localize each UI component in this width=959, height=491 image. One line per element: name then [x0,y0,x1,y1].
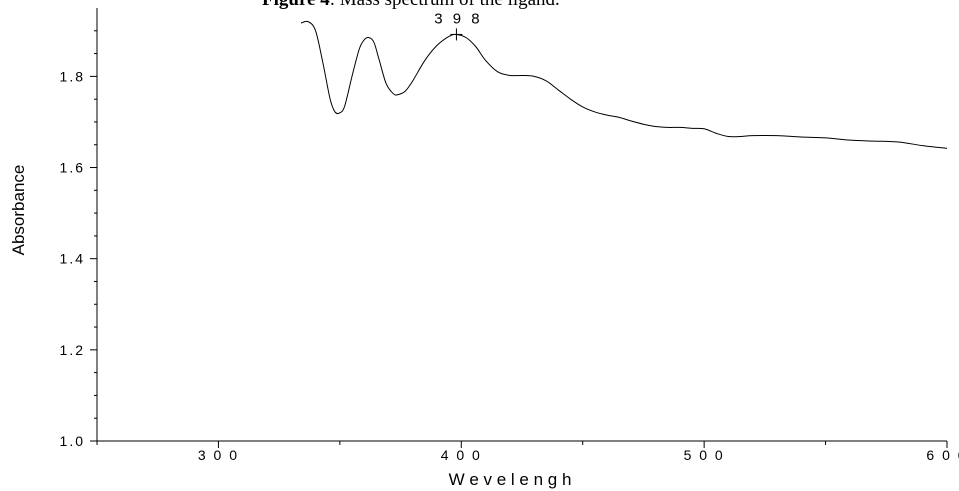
chart-ticks: 1.0 1.2 1.4 1.6 1.8 3 0 0 4 0 0 5 0 0 6 0 0 [60,30,959,463]
y-axis-title: Absorbance [9,165,28,256]
x-tick-label: 3 0 0 [198,447,239,463]
series-line-0 [300,20,948,149]
peak-label: 3 9 8 [434,10,482,27]
x-tick-label: 6 0 0 [926,447,959,463]
chart-annotations: 3 9 8 [434,10,482,41]
y-tick-label: 1.4 [60,251,85,267]
chart-axes [96,8,947,442]
y-tick-label: 1.8 [60,68,85,84]
figure-caption-text: : Mass spectrum of the ligand. [330,0,560,10]
y-tick-label: 1.0 [60,433,85,449]
chart-series [300,20,948,149]
x-axis-title: W e v e l e n g h [449,470,572,489]
figure-caption-label: Figure 4 [262,0,330,10]
y-tick-label: 1.2 [60,342,85,358]
x-tick-label: 4 0 0 [441,447,482,463]
figure-caption: Figure 4: Mass spectrum of the ligand. [262,0,560,11]
y-tick-label: 1.6 [60,160,85,176]
x-tick-label: 5 0 0 [684,447,725,463]
